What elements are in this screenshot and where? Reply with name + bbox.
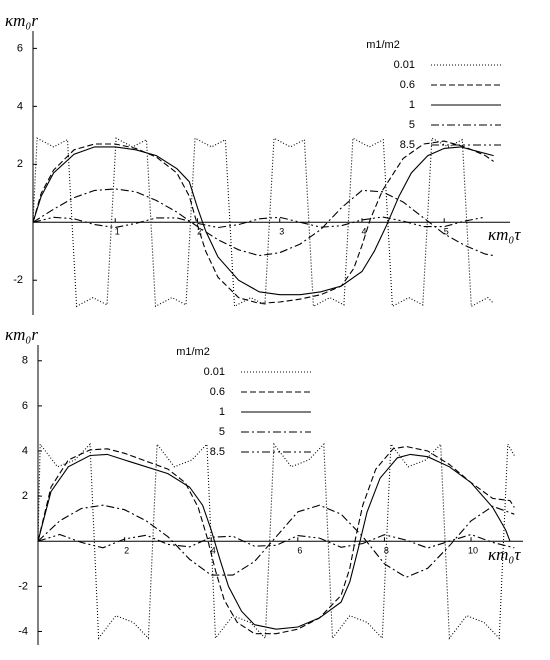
y-tick-label: 2 [22, 490, 28, 502]
series-line [32, 137, 494, 308]
legend-label: 8.5 [210, 446, 225, 458]
x-axis-label: κm₀τ [488, 225, 521, 244]
series-line [32, 188, 494, 257]
series-line [37, 445, 515, 635]
x-tick-label: 6 [297, 546, 302, 556]
series-line [37, 533, 515, 549]
y-tick-label: -4 [18, 625, 28, 637]
y-tick-label: 6 [17, 42, 23, 54]
y-tick-label: 6 [22, 400, 28, 412]
y-tick-label: -2 [18, 580, 28, 592]
x-tick-label: 2 [124, 546, 129, 556]
series-line [37, 442, 515, 640]
legend-label: 0.6 [210, 386, 225, 398]
x-axis-label: κm₀τ [488, 545, 521, 564]
legend-label: 0.01 [204, 366, 225, 378]
legend-label: 5 [409, 119, 415, 131]
legend-label: 0.6 [400, 79, 415, 91]
legend-label: 1 [219, 406, 225, 418]
series-line [32, 146, 494, 296]
x-tick-label: 10 [468, 546, 478, 556]
series-line [32, 216, 486, 229]
legend-title: m1/m2 [176, 346, 210, 358]
series-line [37, 453, 511, 630]
legend-label: 8.5 [400, 139, 415, 151]
y-tick-label: 2 [17, 158, 23, 170]
x-tick-label: 2 [197, 227, 202, 237]
series-line [32, 140, 494, 304]
y-tick-label: -2 [13, 274, 23, 286]
y-tick-label: 4 [17, 100, 23, 112]
x-tick-label: 4 [361, 227, 366, 237]
legend-title: m1/m2 [366, 39, 400, 51]
x-tick-label: 1 [115, 227, 120, 237]
x-tick-label: 5 [444, 227, 449, 237]
y-tick-label: 4 [22, 445, 28, 457]
series-line [37, 504, 515, 578]
x-tick-label: 4 [211, 546, 216, 556]
x-tick-label: 3 [279, 227, 284, 237]
y-tick-label: 8 [22, 355, 28, 367]
legend-label: 1 [409, 99, 415, 111]
legend-label: 5 [219, 426, 225, 438]
legend-label: 0.01 [394, 59, 415, 71]
y-axis-label: κm₀r [5, 325, 38, 344]
y-axis-label: κm₀r [5, 11, 38, 30]
panel: -2 2 4 6 1 2 3 4 5 κm₀r κm₀τ m1/m2 0.01 0.6 1 5 8.5 [5, 11, 521, 315]
